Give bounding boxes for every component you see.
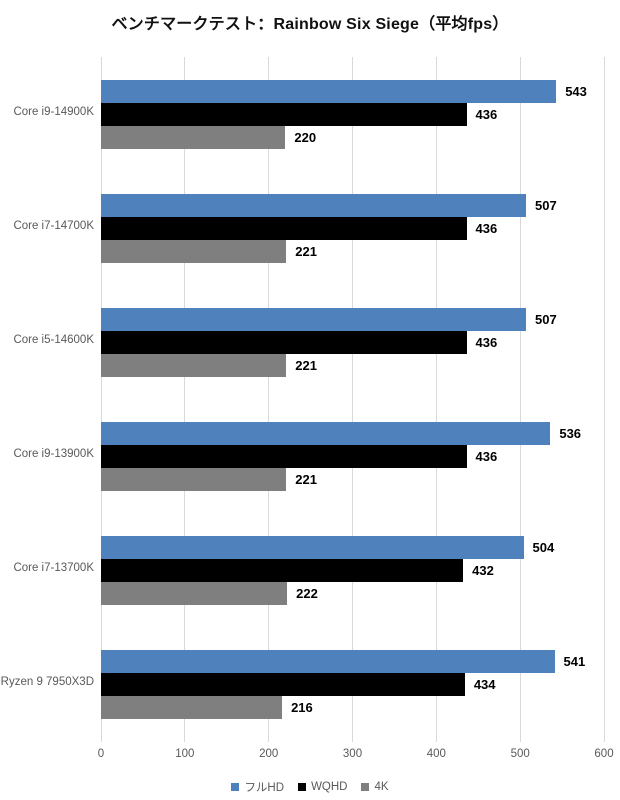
value-label: 221 (295, 357, 317, 373)
chart-title: ベンチマークテスト：Rainbow Six Siege（平均fps） (111, 16, 509, 33)
bar-フルHD-Core i7-14700K (101, 193, 527, 217)
gridline (352, 57, 353, 742)
x-tick-label: 300 (342, 748, 363, 760)
gridline (519, 57, 521, 742)
value-label: 536 (559, 425, 582, 441)
category-label: Core i9-14900K (13, 106, 94, 118)
x-tick-label: 500 (510, 748, 530, 760)
value-label: 543 (565, 83, 587, 99)
x-tick-label: 200 (259, 748, 279, 760)
bar-WQHD-Ryzen 9 7950X3D (101, 672, 465, 696)
value-label: 220 (294, 129, 317, 145)
bar-WQHD-Core i5-14600K (101, 330, 467, 354)
bar-WQHD-Core i9-14900K (101, 102, 467, 126)
value-label: 222 (296, 585, 318, 601)
category-label: Core i7-14700K (13, 220, 94, 232)
x-tick-label: 0 (97, 748, 105, 760)
bar-4K-Core i7-14700K (101, 239, 287, 263)
x-tick-label: 600 (594, 748, 614, 760)
bar-4K-Core i5-14600K (101, 353, 287, 377)
category-label: Core i7-13700K (13, 562, 94, 574)
value-label: 436 (475, 334, 498, 350)
x-tick-label: 400 (426, 748, 446, 760)
bar-WQHD-Core i7-14700K (101, 216, 467, 240)
bar-フルHD-Core i5-14600K (101, 307, 527, 331)
gridline (268, 57, 270, 742)
legend-swatch-icon (231, 783, 240, 791)
legend-swatch-icon (361, 783, 370, 791)
value-label: 221 (295, 471, 317, 487)
gridline (435, 57, 437, 742)
bar-4K-Core i9-14900K (101, 125, 286, 149)
bar-WQHD-Core i9-13900K (101, 444, 467, 468)
category-label: Core i9-13900K (13, 448, 94, 460)
gridline (100, 57, 102, 742)
bar-4K-Core i9-13900K (101, 467, 287, 491)
plot-area: 543 436 220 507 436 221 507 436 221 536 436 221 504 4… (100, 57, 605, 742)
legend-swatch-icon (298, 783, 307, 791)
legend: フルHD WQHD 4K (0, 779, 620, 795)
bar-フルHD-Ryzen 9 7950X3D (101, 649, 555, 673)
category-label: Ryzen 9 7950X3D (0, 676, 94, 688)
legend-item-フルHD: フルHD (231, 779, 284, 795)
legend-label: フルHD (244, 782, 285, 794)
gridline (603, 57, 605, 742)
x-tick-label: 100 (175, 748, 195, 760)
value-label: 436 (475, 448, 498, 464)
value-label: 507 (535, 197, 557, 213)
value-label: 436 (475, 106, 498, 122)
gridline (184, 57, 186, 742)
value-label: 216 (291, 699, 313, 715)
bar-4K-Ryzen 9 7950X3D (101, 695, 283, 719)
value-label: 507 (535, 311, 557, 327)
category-label: Core i5-14600K (13, 334, 94, 346)
value-label: 436 (475, 220, 498, 236)
legend-item-WQHD: WQHD (298, 781, 347, 793)
bar-WQHD-Core i7-13700K (101, 558, 464, 582)
legend-label: WQHD (311, 781, 348, 793)
value-label: 221 (295, 243, 317, 259)
bar-4K-Core i7-13700K (101, 581, 288, 605)
value-label: 434 (473, 676, 496, 692)
bar-フルHD-Core i7-13700K (101, 535, 524, 559)
bar-フルHD-Core i9-13900K (101, 421, 551, 445)
value-label: 541 (563, 653, 586, 669)
legend-item-4K: 4K (361, 781, 389, 793)
value-label: 504 (532, 539, 555, 555)
value-label: 432 (472, 562, 494, 578)
bar-フルHD-Core i9-14900K (101, 79, 557, 103)
legend-label: 4K (374, 781, 389, 793)
